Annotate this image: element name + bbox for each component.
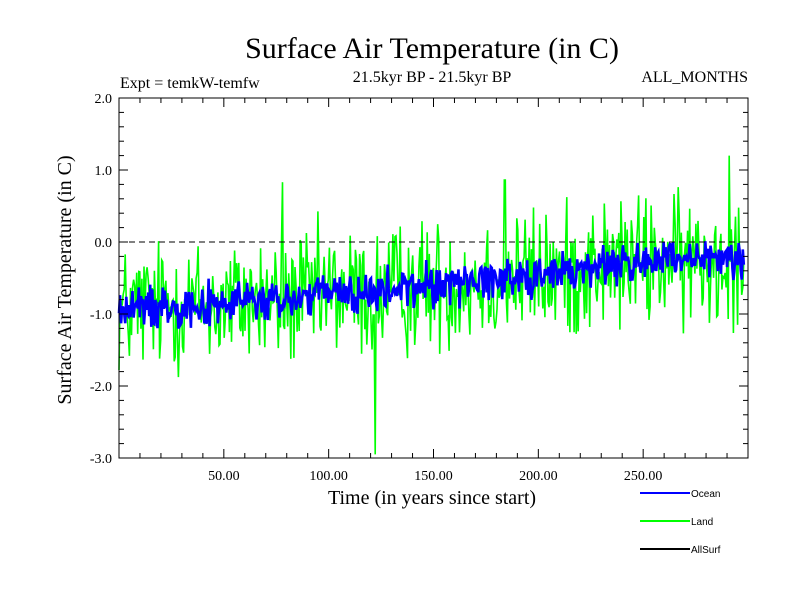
x-axis-ticks: 50.00 100.00 150.00 200.00 250.00 (139, 98, 728, 484)
legend-label-ocean: Ocean (691, 489, 720, 500)
series-ocean-polyline (117, 241, 746, 330)
chart-title: Surface Air Temperature (in C) (245, 32, 619, 65)
legend-label-land: Land (691, 517, 713, 528)
y-axis-label: Surface Air Temperature (in C) (54, 155, 76, 404)
y-tick-label: -1.0 (90, 308, 112, 323)
x-tick-label: 50.00 (208, 469, 240, 484)
chart-subtitle-center: 21.5kyr BP - 21.5kyr BP (353, 69, 512, 86)
y-axis-ticks: 2.0 1.0 0.0 -1.0 -2.0 -3.0 (90, 92, 748, 467)
y-tick-label: -2.0 (90, 380, 112, 395)
x-tick-label: 200.00 (519, 469, 558, 484)
series-ocean-line (117, 241, 746, 330)
x-axis-label: Time (in years since start) (328, 487, 536, 509)
chart-subtitle-left: Expt = temkW-temfw (120, 75, 260, 92)
chart-subtitle-right: ALL_MONTHS (641, 69, 748, 86)
legend-label-allsurf: AllSurf (691, 545, 721, 556)
x-tick-label: 150.00 (414, 469, 453, 484)
x-tick-label: 100.00 (309, 469, 348, 484)
x-tick-label: 250.00 (624, 469, 663, 484)
y-tick-label: 2.0 (95, 92, 113, 107)
legend: Ocean Land AllSurf (640, 489, 721, 556)
y-tick-label: -3.0 (90, 452, 112, 467)
plot-area (117, 97, 749, 459)
y-tick-label: 1.0 (95, 164, 113, 179)
y-tick-label: 0.0 (95, 236, 113, 251)
